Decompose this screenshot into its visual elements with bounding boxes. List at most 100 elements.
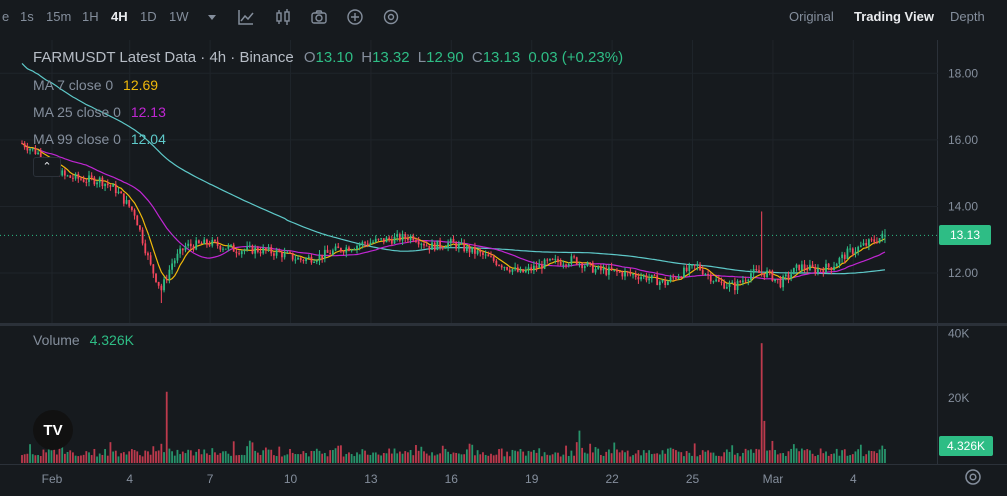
candle-body xyxy=(232,244,235,252)
volume-bar xyxy=(750,449,752,463)
tab-trading-view[interactable]: Trading View xyxy=(854,9,934,24)
volume-bar xyxy=(589,443,592,463)
candle-body xyxy=(31,148,34,150)
volume-bar xyxy=(618,452,621,463)
volume-bar xyxy=(624,452,626,463)
candle-body xyxy=(455,242,458,249)
candle-body xyxy=(878,238,881,243)
timeframe-dropdown-icon[interactable] xyxy=(203,8,221,26)
volume-bar xyxy=(605,451,608,463)
candle-body xyxy=(425,245,428,247)
volume-bar xyxy=(575,442,578,463)
candle-body xyxy=(211,239,214,246)
pane-divider[interactable] xyxy=(0,323,1007,326)
candle-body xyxy=(691,264,693,266)
volume-bar xyxy=(227,453,230,463)
candle-body xyxy=(672,277,675,279)
candle-body xyxy=(645,275,648,281)
volume-bar xyxy=(125,454,128,463)
volume-bar xyxy=(315,448,318,463)
volume-bar xyxy=(482,452,484,463)
candle-body xyxy=(184,245,187,251)
volume-bar xyxy=(197,449,200,463)
candle-body xyxy=(800,264,803,271)
volume-bar xyxy=(420,446,423,463)
candle-body xyxy=(637,277,640,280)
volume-bar xyxy=(498,449,500,463)
volume-bar xyxy=(784,455,787,463)
volume-bar xyxy=(181,451,184,463)
collapse-legend-button[interactable]: ⌃ xyxy=(33,157,61,177)
candle-body xyxy=(554,258,557,260)
candle-body xyxy=(436,240,439,251)
price-axis[interactable]: 18.00 16.00 14.00 12.00 xyxy=(938,40,1007,323)
candle-body xyxy=(725,286,728,289)
settings-gear-icon[interactable] xyxy=(382,8,400,26)
candle-body xyxy=(431,242,433,250)
candle-body xyxy=(26,147,29,151)
camera-icon[interactable] xyxy=(310,8,328,26)
candle-body xyxy=(345,247,348,253)
candle-body xyxy=(479,250,482,253)
candle-body xyxy=(420,243,423,245)
tab-depth[interactable]: Depth xyxy=(950,9,985,24)
timeframe-e[interactable]: e xyxy=(2,9,10,24)
candle-body xyxy=(551,258,554,260)
timeframe-1s[interactable]: 1s xyxy=(20,9,34,24)
candle-body xyxy=(648,278,651,281)
volume-bar xyxy=(235,455,238,463)
timeframe-1d[interactable]: 1D xyxy=(140,9,157,24)
close-value: 13.13 xyxy=(482,49,521,66)
volume-bar xyxy=(331,449,334,463)
candle-body xyxy=(98,177,101,183)
time-tick-label: 4 xyxy=(850,472,857,486)
add-icon[interactable] xyxy=(346,8,364,26)
volume-bar xyxy=(452,452,455,463)
indicators-icon[interactable] xyxy=(237,8,255,26)
candle-body xyxy=(189,243,192,247)
candle-body xyxy=(578,263,581,265)
timeframe-15m[interactable]: 15m xyxy=(46,9,72,24)
timeframe-4h[interactable]: 4H xyxy=(111,9,128,24)
volume-bar xyxy=(712,452,715,463)
volume-bar xyxy=(176,449,179,463)
candle-body xyxy=(340,248,342,252)
volume-bar xyxy=(334,448,337,463)
volume-bar xyxy=(541,456,543,463)
low-label: L xyxy=(417,49,427,66)
chart-settings-icon[interactable] xyxy=(962,466,984,488)
candle-body xyxy=(806,268,809,271)
volume-bar xyxy=(398,451,401,463)
tradingview-logo[interactable]: TV xyxy=(33,410,73,450)
time-tick-label: 10 xyxy=(284,472,298,486)
candle-body xyxy=(476,250,479,254)
volume-chart[interactable] xyxy=(0,327,938,463)
candle-body xyxy=(487,254,490,257)
candle-body xyxy=(358,244,361,246)
chart-type-icon[interactable] xyxy=(274,8,292,26)
candle-body xyxy=(147,253,149,256)
candle-body xyxy=(173,260,176,264)
tab-original[interactable]: Original xyxy=(789,9,834,24)
volume-axis[interactable]: 40K 20K xyxy=(938,327,1007,463)
candle-body xyxy=(843,254,846,259)
candle-body xyxy=(168,269,171,280)
candle-body xyxy=(838,258,841,264)
volume-bar xyxy=(310,450,313,463)
candle-body xyxy=(93,177,96,185)
candle-body xyxy=(380,238,383,240)
volume-bar xyxy=(396,453,399,463)
timeframe-1h[interactable]: 1H xyxy=(82,9,99,24)
price-chart[interactable] xyxy=(0,40,938,323)
volume-bar xyxy=(431,452,433,463)
volume-bar xyxy=(141,456,144,463)
volume-bar xyxy=(771,440,774,463)
candle-body xyxy=(289,252,291,254)
ma99-legend: MA 99 close 0 12.04 xyxy=(33,131,166,147)
timeframe-1w[interactable]: 1W xyxy=(169,9,189,24)
candle-body xyxy=(650,274,653,279)
candle-body xyxy=(144,243,147,254)
candle-body xyxy=(613,269,616,271)
time-axis[interactable]: Feb 4 7 10 13 16 19 22 25 Mar 4 xyxy=(0,465,938,496)
candle-body xyxy=(439,240,441,248)
